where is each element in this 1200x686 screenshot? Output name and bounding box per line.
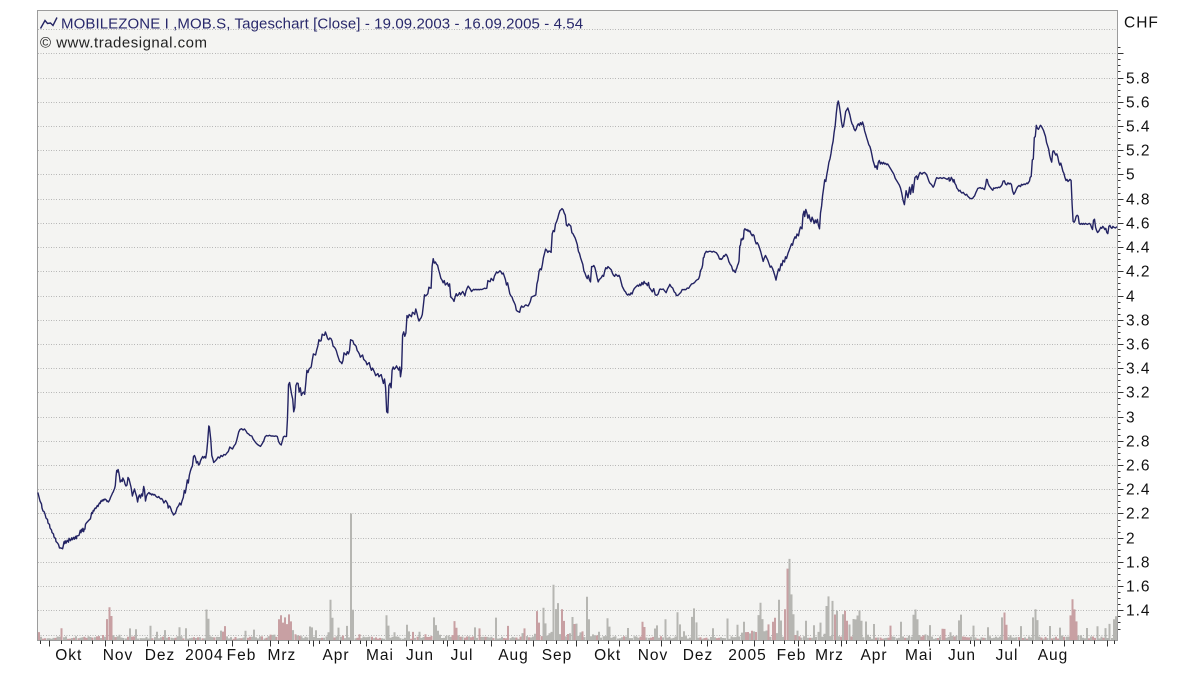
svg-text:2.4: 2.4 [1126,482,1151,499]
svg-text:3.8: 3.8 [1126,313,1151,330]
svg-text:2005: 2005 [728,647,766,664]
svg-text:MOBILEZONE I ,MOB.S, Tageschar: MOBILEZONE I ,MOB.S, Tageschart [Close] … [61,16,583,33]
svg-text:Feb: Feb [777,647,807,664]
svg-text:Jun: Jun [406,647,434,664]
svg-text:Apr: Apr [322,647,349,664]
svg-text:Aug: Aug [1038,647,1069,664]
svg-text:3.4: 3.4 [1126,361,1151,378]
svg-text:© www.tradesignal.com: © www.tradesignal.com [40,35,207,52]
svg-text:4.6: 4.6 [1126,216,1151,233]
svg-text:Mrz: Mrz [267,647,296,664]
svg-text:5.8: 5.8 [1126,71,1151,88]
svg-text:Okt: Okt [594,647,621,664]
svg-text:Okt: Okt [55,647,82,664]
svg-text:4.4: 4.4 [1126,240,1151,257]
svg-text:Dez: Dez [145,647,176,664]
svg-text:4.2: 4.2 [1126,264,1151,281]
svg-text:5.6: 5.6 [1126,95,1151,112]
svg-text:Aug: Aug [498,647,529,664]
svg-text:3.2: 3.2 [1126,385,1151,402]
svg-text:2.6: 2.6 [1126,458,1151,475]
svg-text:2: 2 [1126,531,1136,548]
svg-text:CHF: CHF [1124,15,1159,32]
svg-text:Mrz: Mrz [815,647,844,664]
svg-text:1.8: 1.8 [1126,555,1151,572]
svg-text:5.4: 5.4 [1126,119,1151,136]
svg-text:5: 5 [1126,167,1136,184]
svg-text:Nov: Nov [103,647,134,664]
svg-text:3.6: 3.6 [1126,337,1151,354]
svg-text:1.4: 1.4 [1126,603,1151,620]
svg-text:4.8: 4.8 [1126,192,1151,209]
svg-text:3: 3 [1126,410,1136,427]
svg-text:2.2: 2.2 [1126,506,1151,523]
svg-text:Mai: Mai [905,647,933,664]
svg-text:Jul: Jul [451,647,474,664]
svg-text:Dez: Dez [683,647,714,664]
svg-text:1.6: 1.6 [1126,579,1151,596]
svg-text:Jul: Jul [996,647,1019,664]
svg-text:Sep: Sep [542,647,573,664]
svg-text:Apr: Apr [860,647,887,664]
svg-text:5.2: 5.2 [1126,143,1151,160]
svg-text:Mai: Mai [366,647,394,664]
svg-text:Nov: Nov [638,647,669,664]
svg-text:2004: 2004 [185,647,223,664]
svg-text:4: 4 [1126,289,1136,306]
svg-text:Jun: Jun [948,647,976,664]
svg-text:2.8: 2.8 [1126,434,1151,451]
svg-text:Feb: Feb [227,647,257,664]
